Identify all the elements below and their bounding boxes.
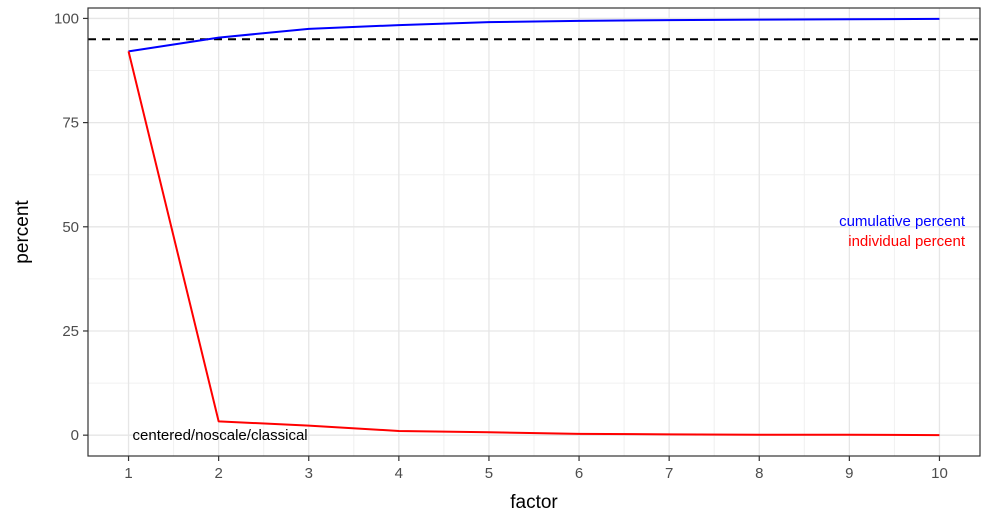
y-tick-label: 0 bbox=[71, 427, 79, 444]
cumulative-percent-label: cumulative percent bbox=[839, 213, 966, 230]
y-tick-label: 50 bbox=[62, 219, 79, 236]
individual-percent-label: individual percent bbox=[848, 233, 966, 250]
x-tick-label: 10 bbox=[931, 465, 948, 482]
y-tick-label: 75 bbox=[62, 115, 79, 132]
x-tick-label: 8 bbox=[755, 465, 763, 482]
x-tick-label: 9 bbox=[845, 465, 853, 482]
series-layer bbox=[127, 17, 940, 437]
major-gridlines bbox=[88, 8, 980, 456]
x-axis: 1 2 3 4 5 6 7 8 9 10 bbox=[124, 456, 948, 482]
x-tick-label: 4 bbox=[395, 465, 403, 482]
minor-gridlines bbox=[88, 8, 980, 456]
x-tick-label: 2 bbox=[214, 465, 222, 482]
x-axis-title: factor bbox=[510, 492, 558, 513]
y-tick-label: 100 bbox=[54, 10, 79, 27]
panel-border bbox=[87, 7, 981, 457]
x-tick-label: 1 bbox=[124, 465, 132, 482]
x-tick-label: 7 bbox=[665, 465, 673, 482]
x-tick-label: 6 bbox=[575, 465, 583, 482]
y-axis-title: percent bbox=[12, 200, 33, 264]
individual-percent-line bbox=[127, 51, 940, 437]
y-tick-label: 25 bbox=[62, 323, 79, 340]
x-tick-label: 5 bbox=[485, 465, 493, 482]
x-tick-label: 3 bbox=[305, 465, 313, 482]
y-axis: 0 25 50 75 100 bbox=[54, 10, 88, 444]
cumulative-percent-line bbox=[128, 17, 940, 53]
method-annotation: centered/noscale/classical bbox=[133, 427, 308, 444]
